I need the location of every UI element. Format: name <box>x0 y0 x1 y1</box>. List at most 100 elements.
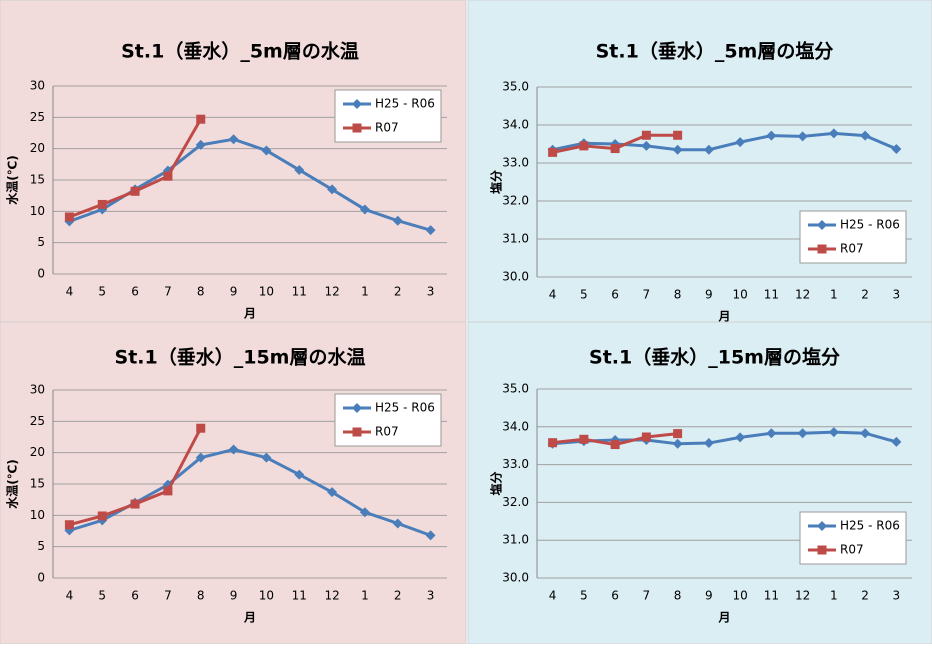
y-tick-label: 33.0 <box>502 457 529 471</box>
data-point <box>261 452 272 463</box>
x-tick-label: 2 <box>394 285 402 299</box>
x-tick-label: 12 <box>795 589 810 603</box>
x-tick-label: 5 <box>580 589 588 603</box>
y-tick-label: 34.0 <box>502 118 529 132</box>
x-tick-label: 2 <box>861 589 869 603</box>
x-tick-label: 1 <box>361 285 369 299</box>
y-tick-label: 10 <box>30 204 45 218</box>
y-tick-label: 31.0 <box>502 232 529 246</box>
data-point <box>891 436 902 447</box>
chart-title: St.1（垂水）_5m層の塩分 <box>596 40 834 63</box>
x-tick-label: 12 <box>324 589 339 603</box>
legend-marker <box>817 244 827 254</box>
x-tick-label: 5 <box>98 589 106 603</box>
y-tick-label: 35.0 <box>502 80 529 94</box>
data-point <box>610 440 620 450</box>
x-tick-label: 6 <box>611 288 619 302</box>
x-tick-label: 3 <box>893 288 901 302</box>
x-tick-label: 3 <box>427 589 435 603</box>
data-point <box>392 518 403 529</box>
data-point <box>327 487 338 498</box>
legend-label: H25 - R06 <box>840 218 900 232</box>
y-tick-label: 25 <box>30 110 45 124</box>
legend-box <box>799 511 907 565</box>
x-tick-label: 2 <box>394 589 402 603</box>
legend-marker <box>352 403 362 413</box>
data-point <box>641 432 651 442</box>
x-tick-label: 9 <box>230 589 238 603</box>
legend-label: H25 - R06 <box>840 519 900 533</box>
data-point <box>766 428 777 439</box>
data-point <box>860 428 871 439</box>
y-tick-label: 35.0 <box>502 382 529 396</box>
x-tick-label: 1 <box>361 589 369 603</box>
data-point <box>703 438 714 449</box>
y-tick-label: 30.0 <box>502 571 529 585</box>
y-tick-label: 0 <box>37 571 45 585</box>
data-point <box>548 147 558 157</box>
y-tick-label: 31.0 <box>502 533 529 547</box>
x-tick-label: 2 <box>861 288 869 302</box>
x-tick-label: 6 <box>131 589 139 603</box>
data-point <box>673 130 683 140</box>
legend-label: H25 - R06 <box>375 97 435 111</box>
data-point <box>130 499 140 509</box>
y-tick-label: 32.0 <box>502 495 529 509</box>
legend-box <box>799 210 907 264</box>
data-point <box>703 144 714 155</box>
y-tick-label: 33.0 <box>502 156 529 170</box>
panel-background <box>0 321 467 645</box>
x-tick-label: 11 <box>292 285 307 299</box>
data-point <box>294 164 305 175</box>
data-point <box>130 186 140 196</box>
data-point <box>672 438 683 449</box>
data-point <box>735 137 746 148</box>
y-tick-label: 15 <box>30 477 45 491</box>
data-point <box>673 429 683 439</box>
x-tick-label: 5 <box>580 288 588 302</box>
data-point <box>359 507 370 518</box>
data-point <box>196 423 206 433</box>
data-point <box>327 184 338 195</box>
y-tick-label: 30 <box>30 79 45 93</box>
legend-label: R07 <box>840 242 864 256</box>
data-point <box>163 171 173 181</box>
x-tick-label: 4 <box>66 285 74 299</box>
data-point <box>860 130 871 141</box>
data-point <box>891 143 902 154</box>
data-point <box>228 134 239 145</box>
x-tick-label: 9 <box>705 589 713 603</box>
x-tick-label: 12 <box>795 288 810 302</box>
x-tick-label: 7 <box>643 589 651 603</box>
series-line <box>552 430 897 446</box>
y-tick-label: 0 <box>37 267 45 281</box>
data-point <box>641 140 652 151</box>
data-point <box>359 204 370 215</box>
x-tick-label: 3 <box>427 285 435 299</box>
panel-background <box>467 0 932 323</box>
x-axis-label: 月 <box>243 611 256 625</box>
y-tick-label: 5 <box>37 235 45 249</box>
data-point <box>797 428 808 439</box>
x-tick-label: 11 <box>764 288 779 302</box>
y-tick-label: 30 <box>30 383 45 397</box>
x-tick-label: 4 <box>549 589 557 603</box>
data-point <box>196 114 206 124</box>
data-point <box>195 452 206 463</box>
y-tick-label: 10 <box>30 508 45 522</box>
x-tick-label: 8 <box>197 589 205 603</box>
legend-label: R07 <box>840 543 864 557</box>
x-tick-label: 4 <box>549 288 557 302</box>
x-tick-label: 10 <box>732 589 747 603</box>
y-tick-label: 20 <box>30 141 45 155</box>
data-point <box>228 444 239 455</box>
data-point <box>797 131 808 142</box>
x-tick-label: 10 <box>259 285 274 299</box>
legend-marker <box>817 220 827 230</box>
data-point <box>828 128 839 139</box>
legend-box <box>334 89 442 143</box>
legend-label: R07 <box>375 425 399 439</box>
x-axis-label: 月 <box>717 310 730 324</box>
